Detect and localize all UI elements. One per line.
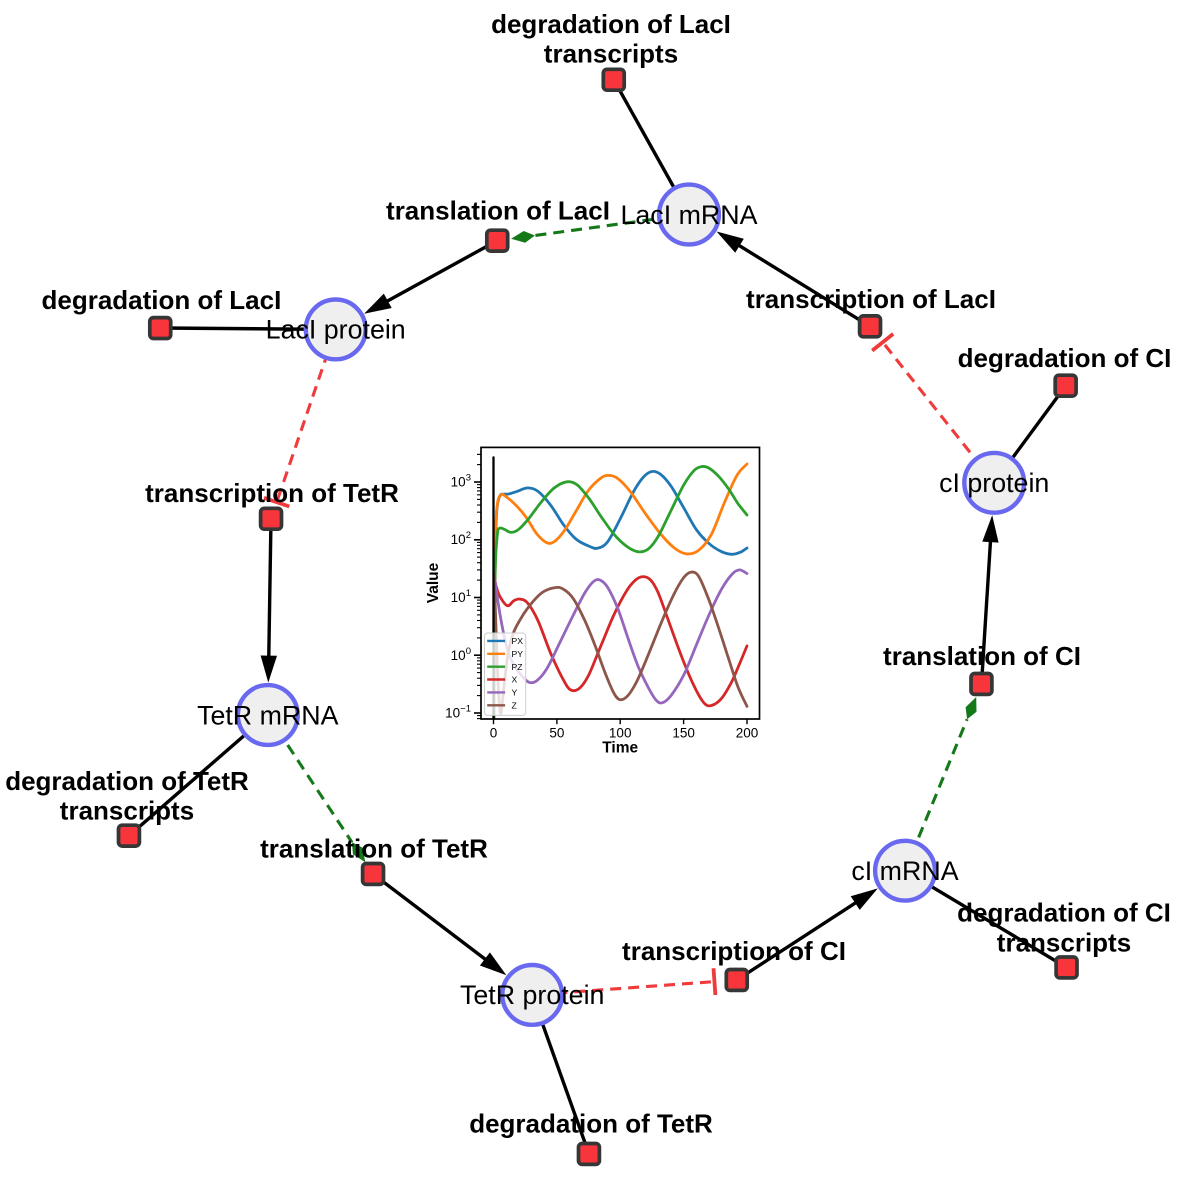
svg-text:cI protein: cI protein bbox=[939, 468, 1049, 498]
svg-text:Z: Z bbox=[512, 701, 517, 711]
svg-text:transcription of CI: transcription of CI bbox=[622, 936, 846, 966]
svg-text:transcription of TetR: transcription of TetR bbox=[145, 478, 399, 508]
svg-text:TetR mRNA: TetR mRNA bbox=[197, 700, 339, 730]
svg-text:Y: Y bbox=[512, 688, 518, 698]
svg-text:degradation of TetR: degradation of TetR bbox=[5, 766, 249, 796]
svg-text:150: 150 bbox=[672, 725, 695, 740]
svg-text:transcripts: transcripts bbox=[60, 796, 194, 826]
svg-text:PY: PY bbox=[512, 649, 524, 659]
svg-text:PZ: PZ bbox=[512, 662, 523, 672]
svg-text:Time: Time bbox=[602, 740, 638, 757]
svg-text:100: 100 bbox=[609, 725, 632, 740]
svg-text:PX: PX bbox=[512, 636, 524, 646]
svg-text:X: X bbox=[512, 675, 518, 685]
svg-text:degradation of LacI: degradation of LacI bbox=[41, 285, 281, 315]
svg-text:transcription of LacI: transcription of LacI bbox=[746, 284, 996, 314]
svg-text:translation of TetR: translation of TetR bbox=[260, 834, 488, 864]
svg-text:degradation of TetR: degradation of TetR bbox=[469, 1109, 713, 1139]
svg-text:50: 50 bbox=[549, 725, 564, 740]
svg-text:transcripts: transcripts bbox=[544, 39, 678, 69]
svg-text:LacI mRNA: LacI mRNA bbox=[621, 200, 758, 230]
svg-text:degradation of LacI: degradation of LacI bbox=[491, 9, 731, 39]
svg-text:degradation of CI: degradation of CI bbox=[958, 343, 1172, 373]
svg-text:TetR protein: TetR protein bbox=[460, 980, 604, 1010]
svg-text:LacI protein: LacI protein bbox=[266, 315, 406, 345]
svg-text:degradation of CI: degradation of CI bbox=[957, 898, 1171, 928]
svg-text:0: 0 bbox=[490, 725, 498, 740]
svg-text:cI mRNA: cI mRNA bbox=[851, 856, 958, 886]
svg-text:transcripts: transcripts bbox=[997, 927, 1131, 957]
svg-text:translation of CI: translation of CI bbox=[883, 641, 1081, 671]
svg-text:Value: Value bbox=[425, 562, 442, 603]
svg-text:translation of LacI: translation of LacI bbox=[386, 195, 610, 225]
svg-text:200: 200 bbox=[736, 725, 759, 740]
